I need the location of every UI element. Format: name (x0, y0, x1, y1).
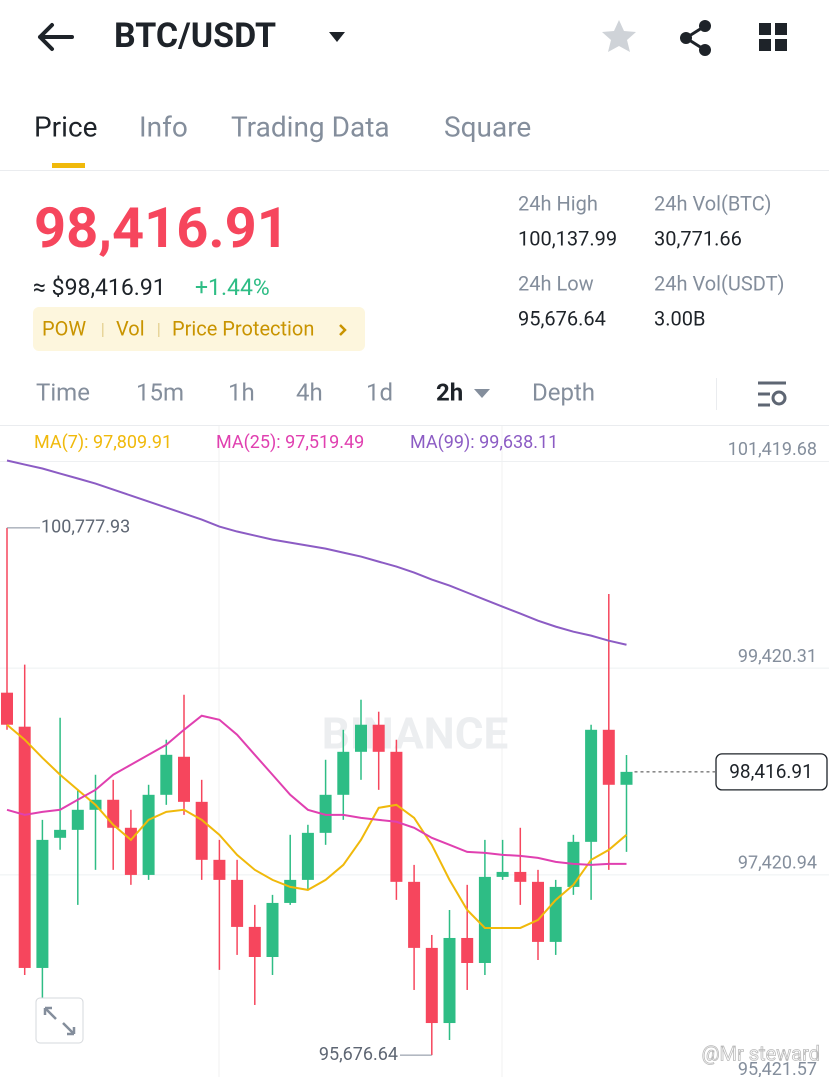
interval[interactable]: 1d (366, 378, 393, 406)
grid-icon[interactable] (759, 23, 787, 51)
y-tick-label: 99,420.31 (738, 646, 817, 667)
watermark: @Mr steward (702, 1041, 820, 1065)
stat-label: 24h High (518, 191, 598, 215)
stat-label: 24h Low (518, 271, 594, 295)
divider (0, 170, 829, 171)
ma-line (6, 723, 628, 929)
y-tick-label: 97,420.94 (738, 853, 817, 874)
tag-sep (158, 323, 160, 337)
candle-body (231, 879, 244, 927)
divider (0, 425, 829, 426)
plot: BINANCE 101,419.68 99,420.31 97,420.94 95,42… (0, 426, 829, 1081)
stat-value: 30,771.66 (654, 226, 742, 250)
candle-body (71, 809, 84, 830)
expand-button[interactable] (35, 997, 84, 1044)
ma-line (6, 714, 627, 866)
tab[interactable]: Price (34, 110, 97, 143)
candle-body (549, 886, 562, 942)
ma-line (6, 459, 627, 646)
current-label: 98,416.91 (729, 760, 813, 783)
interval-active[interactable]: 2h (436, 378, 463, 406)
interval[interactable]: 15m (136, 378, 184, 406)
stat-value: 3.00B (654, 306, 705, 330)
interval[interactable]: Time (36, 378, 90, 406)
back-button[interactable] (38, 23, 74, 51)
interval[interactable]: 1h (228, 378, 255, 406)
price-change: +1.44% (195, 274, 270, 301)
separator (716, 378, 717, 410)
candle-body (1, 692, 13, 725)
chart-logo: BINANCE (322, 708, 509, 760)
candle-body (461, 937, 474, 963)
stat-label: 24h Vol(USDT) (654, 271, 784, 295)
current-box (715, 753, 828, 791)
interval-caret[interactable] (474, 389, 490, 398)
candle-body (478, 876, 491, 963)
tag[interactable]: POW (42, 316, 86, 340)
favorite-star[interactable] (602, 20, 636, 52)
candle-body (178, 756, 190, 802)
tab[interactable]: Trading Data (231, 110, 390, 143)
pair-caret[interactable] (329, 32, 345, 42)
candle-body (284, 879, 297, 903)
candle-body (408, 881, 421, 948)
candle-body (602, 729, 615, 785)
interval[interactable]: 4h (296, 378, 323, 406)
candle-body (36, 839, 49, 968)
tab[interactable]: Info (139, 110, 188, 143)
tag-sep (102, 323, 104, 337)
ma-legend: MA(25): 97,519.49 (216, 432, 364, 453)
candle-body (160, 754, 173, 795)
candle-body (213, 859, 226, 880)
share-icon[interactable] (680, 20, 711, 56)
tag-box[interactable] (33, 307, 365, 351)
ma-legend: MA(7): 97,809.91 (34, 432, 172, 453)
y-tick-label: 95,421.57 (738, 1059, 817, 1077)
tag-chevron (339, 324, 347, 336)
y-tick-label: 101,419.68 (728, 439, 817, 460)
candle-body (390, 751, 403, 882)
pair-title[interactable]: BTC/USDT (114, 16, 276, 56)
approx-price: ≈ $98,416.91 (33, 274, 166, 301)
candle-body (532, 881, 544, 942)
candle-body (195, 801, 208, 860)
stat-value: 100,137.99 (518, 226, 617, 250)
candle-body (585, 729, 598, 842)
candle-body (372, 724, 385, 752)
candle-body (496, 871, 509, 877)
candle-body (355, 724, 367, 752)
candle-body (443, 937, 456, 1024)
interval[interactable]: Depth (532, 378, 595, 406)
expand-icon (43, 1006, 76, 1036)
candle-body (301, 832, 314, 880)
high-label: 100,777.93 (41, 517, 130, 538)
tag[interactable]: Price Protection (172, 316, 314, 340)
candle-body (142, 794, 155, 875)
candle-body (248, 926, 261, 957)
ma-legend: MA(99): 99,638.11 (410, 432, 558, 453)
stat-value: 95,676.64 (518, 306, 606, 330)
stat-label: 24h Vol(BTC) (654, 191, 771, 215)
candle-body (124, 827, 137, 875)
candle-body (620, 771, 633, 785)
candle-body (425, 947, 438, 1024)
candle-body (514, 871, 527, 882)
tab-indicator (52, 163, 85, 168)
last-price: 98,416.91 (34, 195, 289, 261)
candle-body (54, 829, 67, 838)
chart-settings-icon[interactable] (758, 381, 787, 407)
tag[interactable]: Vol (116, 316, 145, 340)
candle-body (337, 751, 350, 795)
candle-body (266, 902, 279, 957)
tab[interactable]: Square (444, 110, 531, 143)
candle-body (18, 726, 31, 968)
low-label: 95,676.64 (319, 1044, 398, 1065)
